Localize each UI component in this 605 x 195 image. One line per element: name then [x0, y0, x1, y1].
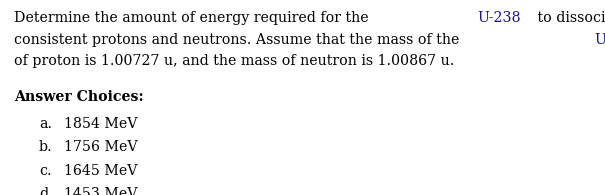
- Text: of proton is 1.00727 u, and the mass of neutron is 1.00867 u.: of proton is 1.00727 u, and the mass of …: [14, 54, 454, 68]
- Text: a.: a.: [39, 117, 52, 131]
- Text: U-238: U-238: [477, 11, 521, 25]
- Text: b.: b.: [39, 140, 53, 154]
- Text: Answer Choices:: Answer Choices:: [14, 90, 143, 104]
- Text: to dissociate completely into its: to dissociate completely into its: [534, 11, 605, 25]
- Text: Determine the amount of energy required for the: Determine the amount of energy required …: [14, 11, 373, 25]
- Text: c.: c.: [39, 164, 51, 178]
- Text: 1645 MeV: 1645 MeV: [64, 164, 137, 178]
- Text: consistent protons and neutrons. Assume that the mass of the: consistent protons and neutrons. Assume …: [14, 33, 464, 47]
- Text: U-238: U-238: [594, 33, 605, 47]
- Text: d.: d.: [39, 188, 53, 195]
- Text: 1854 MeV: 1854 MeV: [64, 117, 137, 131]
- Text: 1756 MeV: 1756 MeV: [64, 140, 137, 154]
- Text: 1453 MeV: 1453 MeV: [64, 188, 137, 195]
